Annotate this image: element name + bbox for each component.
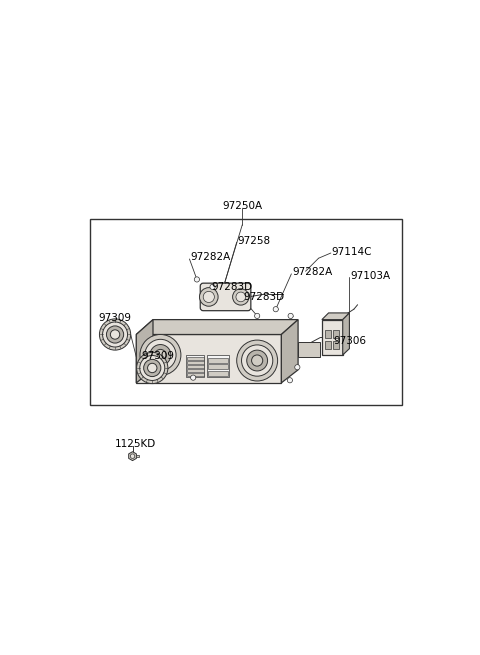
Polygon shape <box>343 313 349 355</box>
Circle shape <box>210 284 215 290</box>
Circle shape <box>254 313 260 318</box>
Polygon shape <box>322 320 343 355</box>
Bar <box>207 355 228 377</box>
Circle shape <box>110 330 120 339</box>
Text: 97114C: 97114C <box>332 247 372 257</box>
Text: 97309: 97309 <box>141 350 174 361</box>
Text: 97306: 97306 <box>333 336 366 346</box>
Polygon shape <box>129 452 136 460</box>
Bar <box>334 330 339 338</box>
Bar <box>325 330 331 338</box>
Circle shape <box>130 454 135 458</box>
Circle shape <box>295 365 300 370</box>
Bar <box>136 455 139 457</box>
Bar <box>325 341 331 349</box>
Circle shape <box>288 378 292 383</box>
Circle shape <box>252 355 263 366</box>
Circle shape <box>107 326 124 343</box>
Circle shape <box>236 292 246 302</box>
Circle shape <box>137 352 168 384</box>
Circle shape <box>233 289 249 305</box>
Polygon shape <box>298 342 321 357</box>
Bar <box>208 358 228 363</box>
Polygon shape <box>136 320 298 335</box>
Circle shape <box>144 360 161 377</box>
Bar <box>90 219 402 405</box>
Circle shape <box>241 345 273 376</box>
Bar <box>186 355 204 377</box>
Text: 97103A: 97103A <box>350 271 390 281</box>
Text: 97258: 97258 <box>237 236 270 246</box>
Polygon shape <box>322 313 349 320</box>
Bar <box>187 365 204 368</box>
Polygon shape <box>281 320 298 383</box>
Text: 97283D: 97283D <box>243 292 284 302</box>
Circle shape <box>140 356 165 381</box>
Circle shape <box>237 340 277 381</box>
Bar <box>187 373 204 376</box>
Circle shape <box>273 307 278 312</box>
Text: 97282A: 97282A <box>292 267 332 277</box>
Circle shape <box>145 339 176 371</box>
Bar <box>187 361 204 364</box>
Bar <box>208 371 228 376</box>
Polygon shape <box>136 320 153 383</box>
Circle shape <box>147 364 157 373</box>
Text: 97282A: 97282A <box>190 252 230 263</box>
Bar <box>187 357 204 360</box>
Bar <box>334 341 339 349</box>
Circle shape <box>191 375 196 381</box>
Circle shape <box>99 319 131 350</box>
Circle shape <box>288 313 293 318</box>
Circle shape <box>194 277 200 282</box>
Circle shape <box>203 291 215 303</box>
Bar <box>208 364 228 369</box>
FancyBboxPatch shape <box>200 283 251 310</box>
Circle shape <box>140 335 181 375</box>
Circle shape <box>103 322 128 347</box>
Bar <box>187 369 204 372</box>
Text: 97283D: 97283D <box>211 282 252 292</box>
Text: 97309: 97309 <box>98 313 131 323</box>
Circle shape <box>150 345 171 365</box>
Text: 1125KD: 1125KD <box>115 440 156 449</box>
Text: 97250A: 97250A <box>222 201 263 211</box>
Circle shape <box>155 349 166 360</box>
Circle shape <box>200 288 218 307</box>
Polygon shape <box>136 335 281 383</box>
Circle shape <box>247 350 267 371</box>
